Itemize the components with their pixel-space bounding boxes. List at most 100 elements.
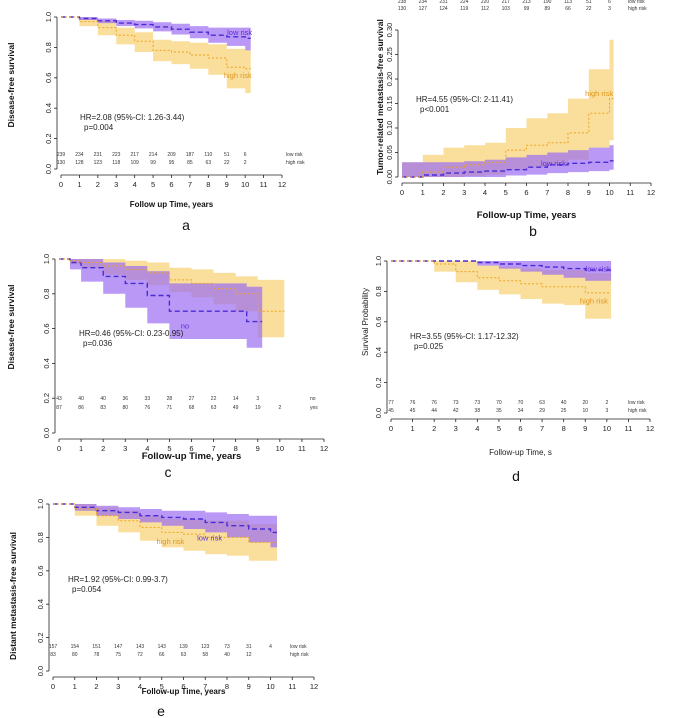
x-tick-label: 2 — [441, 188, 445, 197]
risk-count: 42 — [453, 408, 459, 414]
ci-band-low — [53, 504, 277, 548]
risk-count: 76 — [410, 400, 416, 406]
risk-count: 44 — [431, 408, 437, 414]
risk-count: 130 — [398, 6, 407, 12]
x-axis-title: Follow-up Time, years — [142, 687, 226, 696]
risk-count: 80 — [122, 405, 128, 411]
risk-count: 63 — [539, 400, 545, 406]
x-tick-label: 6 — [181, 682, 185, 691]
x-tick-label: 1 — [77, 180, 81, 189]
hazard-ratio: HR=3.55 (95%-CI: 1.17-12.32) — [410, 332, 519, 341]
risk-count: 22 — [586, 6, 592, 12]
x-tick-label: 6 — [518, 424, 522, 433]
risk-count: 217 — [130, 152, 139, 158]
risk-count: 51 — [586, 0, 592, 5]
risk-count: 238 — [398, 0, 407, 5]
group-label: low risk — [227, 28, 252, 37]
km-panel-d: 0.00.20.40.60.81.00 1 2 3 4 5 6 7 8 9 10 11 12Surviv… — [361, 256, 654, 484]
x-tick-label: 12 — [320, 444, 328, 453]
p-value: p=0.036 — [83, 339, 113, 348]
risk-count: 130 — [57, 160, 66, 166]
risk-count: 231 — [94, 152, 103, 158]
p-value: p=0.025 — [414, 342, 444, 351]
x-axis-title: Follow-up Time, years — [142, 451, 242, 462]
x-tick-label: 11 — [260, 180, 268, 189]
risk-count: 3 — [256, 396, 259, 402]
risk-row-label: low risk — [286, 152, 303, 158]
panel-letter: a — [182, 217, 190, 233]
risk-row-label: no — [310, 396, 316, 402]
x-tick-label: 5 — [151, 180, 155, 189]
risk-count: 214 — [149, 152, 158, 158]
risk-count: 34 — [518, 408, 524, 414]
hazard-ratio: HR=4.55 (95%-CI: 2-11.41) — [416, 95, 513, 104]
risk-count: 14 — [233, 396, 239, 402]
risk-count: 66 — [159, 652, 165, 658]
km-panel-e: 0.00.20.40.60.81.00 1 2 3 4 5 6 7 8 9 10 11 12Distan… — [8, 499, 318, 718]
risk-count: 143 — [136, 644, 145, 650]
risk-count: 29 — [539, 408, 545, 414]
panel-letter: b — [529, 223, 537, 239]
risk-count: 51 — [224, 152, 230, 158]
x-tick-label: 6 — [169, 180, 173, 189]
group-label: high risk — [156, 537, 184, 546]
risk-count: 76 — [431, 400, 437, 406]
y-tick-label: 0.0 — [42, 428, 51, 438]
risk-count: 151 — [92, 644, 101, 650]
risk-count: 12 — [246, 652, 252, 658]
y-tick-label: 0.4 — [36, 599, 45, 609]
x-tick-label: 8 — [234, 444, 238, 453]
y-axis-title: Disease-free survival — [6, 284, 16, 369]
y-tick-label: 0.2 — [44, 133, 53, 143]
x-tick-label: 9 — [247, 682, 251, 691]
hazard-ratio: HR=0.46 (95%-CI: 0.23-0.95) — [79, 329, 184, 338]
risk-count: 72 — [137, 652, 143, 658]
km-curve-low — [391, 260, 612, 271]
y-axis-title: Tumor-related metastasis-free survival — [375, 19, 385, 175]
risk-count: 40 — [561, 400, 567, 406]
ci-band-low — [61, 17, 251, 51]
risk-row-label: low risk — [628, 0, 645, 5]
risk-count: 68 — [189, 405, 195, 411]
risk-row-label: low risk — [290, 644, 307, 650]
risk-count: 223 — [112, 152, 121, 158]
y-tick-label: 0.8 — [42, 289, 51, 299]
y-tick-label: 0.25 — [385, 47, 394, 62]
risk-count: 36 — [122, 396, 128, 402]
risk-count: 103 — [502, 6, 511, 12]
ci-band-low — [391, 261, 612, 281]
risk-count: 63 — [206, 160, 212, 166]
risk-count: 119 — [460, 6, 468, 12]
risk-count: 22 — [224, 160, 230, 166]
y-tick-label: 0.2 — [42, 393, 51, 403]
risk-count: 35 — [496, 408, 502, 414]
y-tick-label: 0.4 — [44, 103, 53, 113]
x-tick-label: 8 — [566, 188, 570, 197]
x-tick-label: 7 — [540, 424, 544, 433]
x-tick-label: 9 — [225, 180, 229, 189]
x-tick-label: 0 — [51, 682, 55, 691]
x-tick-label: 4 — [483, 188, 487, 197]
y-tick-label: 0.30 — [385, 23, 394, 38]
risk-count: 127 — [419, 6, 428, 12]
y-tick-label: 0.15 — [385, 96, 394, 111]
panel-letter: e — [157, 703, 165, 718]
x-tick-label: 8 — [225, 682, 229, 691]
x-tick-label: 11 — [288, 682, 296, 691]
risk-row-label: high risk — [286, 160, 305, 166]
y-tick-label: 0.4 — [374, 347, 383, 357]
x-tick-label: 5 — [160, 682, 164, 691]
x-tick-label: 1 — [79, 444, 83, 453]
km-curve-low — [402, 160, 614, 178]
x-tick-label: 4 — [138, 682, 142, 691]
y-tick-label: 0.05 — [385, 145, 394, 160]
x-tick-label: 7 — [211, 444, 215, 453]
panel-letter: c — [165, 464, 172, 480]
risk-count: 45 — [410, 408, 416, 414]
risk-count: 70 — [518, 400, 524, 406]
risk-count: 78 — [94, 652, 100, 658]
km-curve-high — [61, 16, 251, 70]
x-tick-label: 0 — [57, 444, 61, 453]
x-tick-label: 9 — [256, 444, 260, 453]
